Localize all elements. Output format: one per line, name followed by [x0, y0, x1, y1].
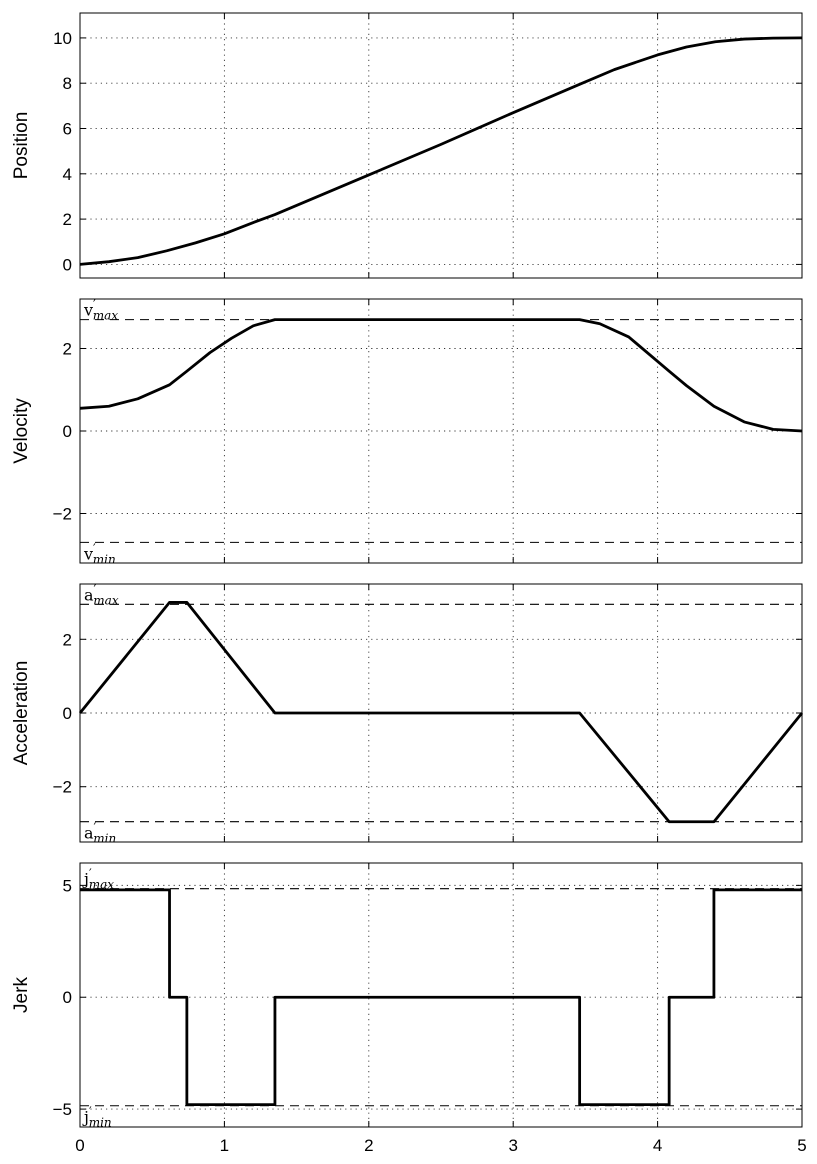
acceleration-ylabel: Acceleration [11, 661, 32, 766]
jerk-ytick-label: 5 [63, 876, 72, 895]
xtick-label: 2 [364, 1136, 373, 1155]
jerk-ytick-label: −5 [53, 1100, 72, 1119]
jerk-plot-area [80, 863, 802, 1127]
velocity-series-line [79, 318, 803, 433]
acceleration-ytick-label: 2 [63, 630, 72, 649]
jerk-axes-frame [79, 862, 803, 1128]
acceleration-series-line [78, 601, 804, 824]
position-ytick-label: 2 [63, 210, 72, 229]
xtick-label: 1 [220, 1136, 229, 1155]
velocity-ytick-label: 0 [63, 422, 72, 441]
position-ytick-label: 8 [63, 74, 72, 93]
velocity-ylabel: Velocity [11, 398, 32, 464]
position-series-line [79, 36, 803, 266]
position-ylabel: Position [11, 112, 32, 180]
acceleration-ytick-label: 0 [63, 704, 72, 723]
position-panel: 0 2 4 6 8 10 Position [11, 12, 803, 279]
acceleration-ytick-label: −2 [53, 778, 72, 797]
velocity-ytick-label: 2 [63, 340, 72, 359]
position-axes-frame [79, 12, 803, 279]
xtick-label: 4 [653, 1136, 662, 1155]
xtick-label: 3 [508, 1136, 517, 1155]
jerk-series-line [80, 888, 802, 1107]
xtick-label: 0 [75, 1136, 84, 1155]
velocity-ytick-label: −2 [53, 505, 72, 524]
position-ytick-label: 0 [63, 255, 72, 274]
jerk-ylabel: Jerk [11, 977, 32, 1013]
xtick-label: 5 [797, 1136, 806, 1155]
position-ytick-label: 6 [63, 120, 72, 139]
jerk-ytick-label: 0 [63, 988, 72, 1007]
position-ytick-label: 4 [63, 165, 72, 184]
position-ytick-label: 10 [53, 29, 72, 48]
